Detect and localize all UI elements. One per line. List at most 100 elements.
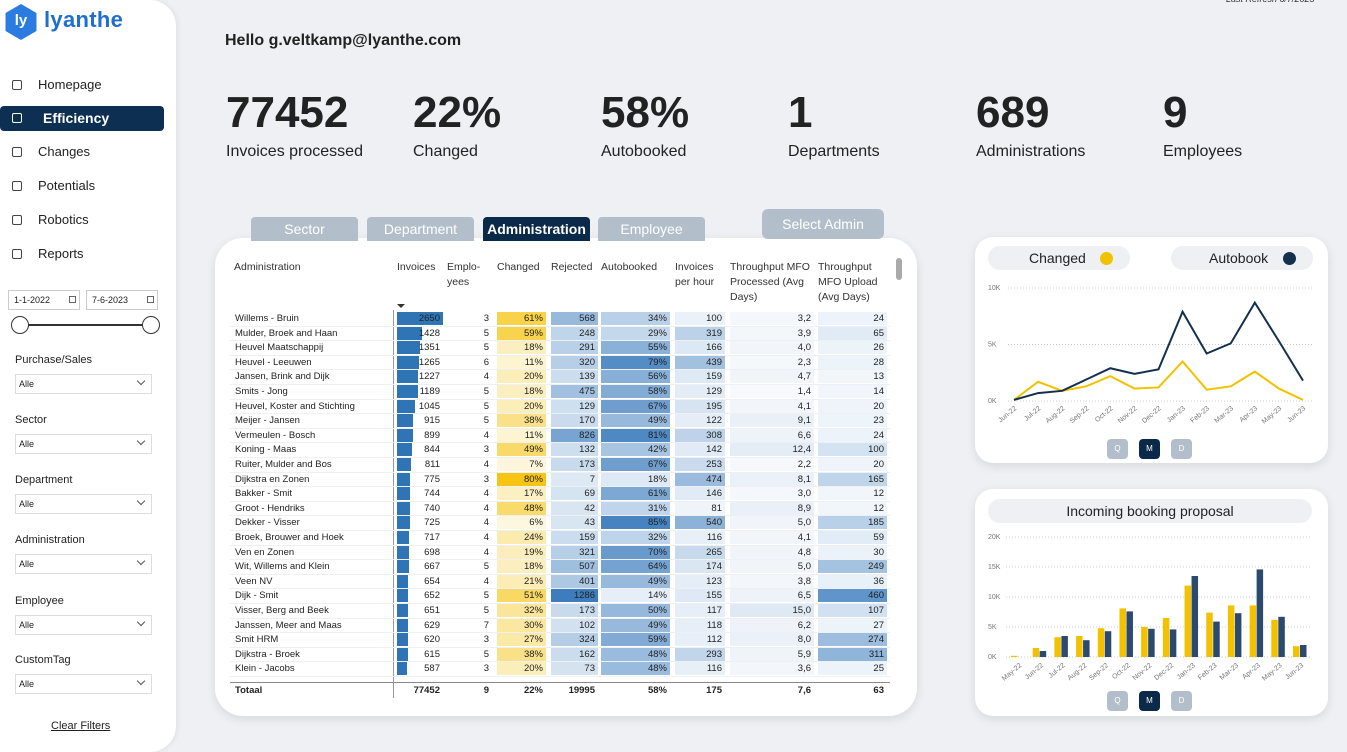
table-cell: 654 — [424, 575, 440, 587]
table-cell: 717 — [424, 532, 440, 543]
table-cell: Dijkstra - Broek — [235, 648, 300, 660]
kpi-label: Administrations — [976, 143, 1086, 160]
logo-name: lyanthe — [44, 7, 124, 32]
table-cell: 311 — [818, 647, 887, 661]
table-cell: 5 — [483, 590, 489, 602]
slider-handle[interactable] — [142, 316, 160, 334]
line-chart-card — [975, 237, 1328, 463]
slider-handle[interactable] — [11, 316, 29, 334]
legend-label: Autobook — [1209, 250, 1269, 266]
nav-item[interactable]: Homepage — [38, 77, 102, 92]
filter-dropdown[interactable] — [15, 615, 152, 635]
table-cell: 49% — [497, 443, 546, 457]
table-cell: 3 — [483, 444, 489, 456]
column-header[interactable]: Throughput MFO Upload (Avg Days) — [818, 261, 878, 303]
period-button[interactable]: M — [1139, 439, 1160, 459]
table-cell: 81% — [601, 428, 670, 442]
period-button[interactable]: M — [1139, 691, 1160, 711]
column-header[interactable]: Invoices — [397, 261, 436, 273]
row-line — [230, 588, 890, 590]
table-cell: 38% — [497, 414, 546, 428]
table-cell: 5,0 — [730, 516, 814, 530]
nav-item[interactable]: Reports — [38, 246, 84, 261]
table-cell: 1351 — [418, 342, 440, 354]
filter-dropdown[interactable] — [15, 554, 152, 574]
table-cell: Broek, Brouwer and Hoek — [235, 532, 344, 543]
nav-icon — [12, 249, 22, 259]
nav-icon — [12, 80, 22, 90]
column-header[interactable]: Emplo-yees — [447, 261, 481, 288]
table-cell: 20 — [818, 458, 887, 471]
invoice-data-bar — [397, 633, 408, 647]
table-cell: 3 — [483, 473, 489, 485]
table-cell: 7% — [497, 458, 546, 471]
table-cell: 30 — [818, 545, 887, 559]
row-line — [230, 369, 890, 371]
row-line — [230, 602, 890, 604]
row-line — [230, 442, 890, 444]
invoice-data-bar — [397, 458, 412, 471]
column-header[interactable]: Administration — [234, 261, 301, 273]
column-header[interactable]: Changed — [497, 261, 540, 273]
table-cell: 85% — [601, 516, 670, 530]
period-button[interactable]: Q — [1107, 439, 1128, 459]
filter-dropdown[interactable] — [15, 674, 152, 694]
date-text[interactable]: 1-1-2022 — [14, 295, 51, 305]
nav-item[interactable]: Robotics — [38, 212, 89, 227]
bar-chart-card — [975, 489, 1328, 716]
total-cell: 175 — [706, 685, 722, 696]
filter-value: Alle — [19, 559, 35, 569]
table-cell: 59 — [818, 531, 887, 544]
date-text[interactable]: 7-6-2023 — [92, 295, 129, 305]
period-button[interactable]: D — [1171, 691, 1192, 711]
row-line — [230, 427, 890, 429]
table-cell: 49% — [601, 414, 670, 428]
table-cell: 49% — [601, 618, 670, 632]
table-cell: 3,6 — [730, 662, 814, 676]
column-header[interactable]: Invoices per hour — [675, 261, 715, 288]
table-cell: 48% — [497, 501, 546, 515]
table-cell: Smits - Jong — [235, 386, 288, 397]
table-cell: 4 — [483, 546, 489, 558]
invoice-data-bar — [397, 428, 413, 442]
clear-filters[interactable]: Clear Filters — [51, 720, 111, 732]
filter-value: Alle — [19, 499, 35, 509]
table-cell: 20% — [497, 399, 546, 413]
nav-item[interactable]: Efficiency — [43, 110, 110, 126]
column-header[interactable]: Throughput MFO Processed (Avg Days) — [730, 261, 810, 303]
table-cell: 740 — [424, 502, 440, 514]
select-admin-button[interactable]: Select Admin — [762, 209, 884, 239]
table-cell: 652 — [424, 590, 440, 602]
table-cell: 5 — [483, 342, 489, 354]
filter-dropdown[interactable] — [15, 374, 152, 394]
row-line — [230, 354, 890, 356]
column-header[interactable]: Rejected — [551, 261, 593, 273]
table-cell: 6,2 — [730, 618, 814, 632]
table-cell: 1227 — [418, 371, 440, 383]
filter-dropdown[interactable] — [15, 494, 152, 514]
nav-item[interactable]: Potentials — [38, 178, 96, 193]
period-button[interactable]: Q — [1107, 691, 1128, 711]
tab[interactable]: Employee — [598, 217, 705, 241]
table-cell: 48% — [601, 647, 670, 661]
table-cell: 17% — [497, 487, 546, 501]
period-button[interactable]: D — [1171, 439, 1192, 459]
table-cell: 24% — [497, 531, 546, 544]
tab[interactable]: Department — [367, 217, 474, 241]
table-cell: 24 — [818, 428, 887, 442]
filter-dropdown[interactable] — [15, 434, 152, 454]
table-cell: 1,4 — [730, 385, 814, 398]
table-cell: Heuvel, Koster and Stichting — [235, 400, 355, 412]
table-cell: 1265 — [418, 356, 440, 368]
kpi-label: Invoices processed — [226, 143, 363, 160]
table-cell: Dekker - Visser — [235, 517, 300, 529]
column-divider — [393, 310, 394, 698]
table-cell: 620 — [424, 634, 440, 646]
tab[interactable]: Sector — [251, 217, 358, 241]
date-box — [8, 290, 80, 310]
column-header[interactable]: Autobooked — [601, 261, 658, 273]
table-cell: 42 — [551, 501, 598, 515]
tab[interactable]: Administration — [483, 217, 590, 241]
nav-item[interactable]: Changes — [38, 144, 91, 159]
invoice-data-bar — [397, 516, 410, 530]
